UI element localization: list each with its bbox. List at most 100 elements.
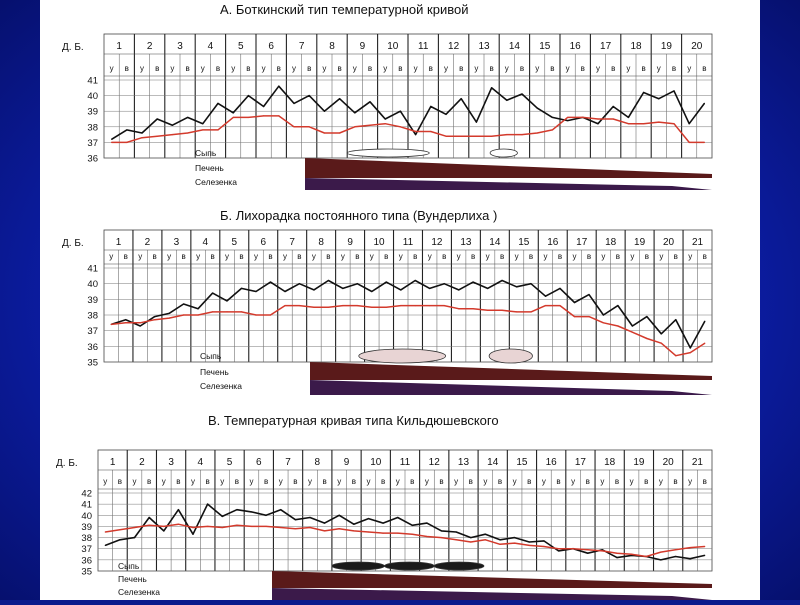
series-point: [530, 283, 532, 285]
series-point: [327, 306, 329, 308]
time-label: в: [520, 64, 524, 73]
series-point: [460, 135, 462, 137]
series-point: [250, 525, 253, 528]
time-label: в: [337, 64, 341, 73]
series-point: [385, 281, 387, 283]
series-point: [154, 319, 156, 321]
series-point: [163, 530, 165, 532]
y-tick-label: 38: [87, 311, 98, 322]
series-point: [588, 294, 590, 296]
series-point: [429, 287, 431, 289]
series-point: [631, 325, 633, 327]
spleen-label: Селезенка: [195, 177, 237, 187]
time-label: в: [615, 477, 619, 486]
time-label: в: [469, 477, 473, 486]
series-point: [658, 121, 660, 123]
series-point: [187, 132, 189, 134]
series-point: [703, 141, 706, 143]
y-tick-label: 37: [87, 326, 98, 337]
series-point: [443, 283, 445, 285]
y-tick-label: 39: [87, 107, 98, 118]
liver-band: [310, 362, 712, 380]
time-label: в: [235, 477, 239, 486]
series-point: [323, 522, 326, 524]
time-label: в: [410, 477, 414, 486]
day-number: 18: [605, 237, 617, 248]
series-point: [627, 123, 630, 125]
series-point: [472, 281, 474, 283]
day-number: 5: [227, 457, 233, 468]
series-point: [491, 135, 493, 137]
series-point: [221, 526, 223, 529]
series-point: [197, 308, 199, 310]
day-number: 1: [116, 237, 122, 248]
series-point: [269, 281, 272, 283]
time-label: у: [133, 477, 137, 486]
series-point: [470, 536, 472, 539]
series-point: [217, 129, 219, 131]
series-point: [399, 126, 401, 128]
y-tick-label: 35: [87, 358, 98, 369]
series-point: [674, 555, 677, 558]
series-point: [156, 118, 158, 120]
time-label: у: [688, 477, 692, 486]
time-label: в: [297, 252, 301, 261]
series-point: [139, 322, 141, 324]
time-label: у: [513, 477, 517, 486]
rash-ellipse: [488, 348, 533, 364]
time-label: в: [246, 64, 250, 73]
series-point: [250, 511, 253, 513]
time-label: в: [702, 64, 706, 73]
time-label: у: [370, 252, 374, 261]
series-point: [397, 532, 399, 534]
day-number: 16: [547, 237, 559, 248]
y-tick-label: 40: [87, 279, 98, 290]
series-point: [104, 544, 106, 546]
series-point: [521, 134, 523, 136]
day-number: 17: [575, 457, 587, 468]
rash-label: Сыпь: [195, 148, 217, 158]
series-point: [263, 105, 265, 108]
day-header-label: Д. Б.: [62, 238, 84, 249]
time-label: в: [498, 477, 502, 486]
day-number: 12: [448, 41, 460, 52]
series-point: [587, 552, 589, 554]
series-point: [689, 347, 691, 349]
series-point: [192, 533, 194, 535]
y-tick-label: 36: [81, 555, 92, 566]
time-label: у: [630, 252, 634, 261]
day-number: 16: [546, 457, 558, 468]
series-point: [689, 547, 691, 549]
time-label: в: [645, 252, 649, 261]
time-label: у: [542, 477, 546, 486]
time-label: у: [600, 477, 604, 486]
time-label: в: [210, 252, 214, 261]
series-point: [484, 539, 487, 541]
time-label: у: [566, 64, 570, 73]
day-number: 2: [139, 457, 145, 468]
y-tick-label: 37: [87, 138, 98, 149]
series-point: [688, 123, 690, 125]
series-point: [397, 516, 399, 519]
series-point: [236, 524, 238, 526]
time-label: в: [703, 252, 707, 261]
series-point: [426, 535, 428, 538]
time-label: у: [457, 252, 461, 261]
time-label: в: [381, 477, 385, 486]
time-label: в: [268, 252, 272, 261]
series-point: [567, 116, 569, 119]
time-label: в: [471, 252, 475, 261]
chart-title: А. Боткинский тип температурной кривой: [220, 2, 468, 17]
series-point: [171, 124, 173, 126]
time-label: у: [353, 64, 357, 73]
series-point: [354, 126, 356, 128]
series-point: [207, 525, 209, 528]
series-point: [617, 325, 619, 327]
time-label: у: [196, 252, 200, 261]
series-point: [384, 118, 386, 120]
series-point: [293, 102, 295, 104]
day-number: 2: [145, 237, 151, 248]
series-point: [141, 132, 143, 134]
time-label: у: [396, 477, 400, 486]
series-point: [658, 98, 660, 100]
